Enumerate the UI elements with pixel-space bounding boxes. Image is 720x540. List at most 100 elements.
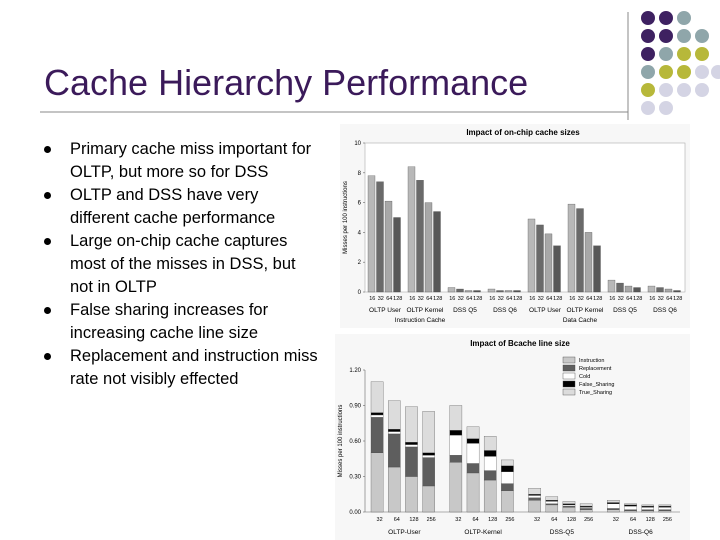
bar-segment [449,434,463,456]
bar-segment [449,405,463,431]
bar-segment [466,443,480,464]
size-label: 32 [618,296,624,302]
size-label: 128 [646,517,655,523]
y-tick-label: 0.00 [349,510,361,516]
bar-segment [641,504,654,507]
size-label: 256 [427,517,436,523]
chart-title: Impact of on-chip cache sizes [466,128,580,137]
bar [424,202,433,293]
size-label: 16 [449,296,455,302]
bullet: OLTP and DSS have very different cache p… [44,184,320,230]
size-label: 64 [426,296,432,302]
bar [553,245,561,293]
size-label: 128 [673,296,682,302]
legend-label: Replacement [579,366,612,372]
bar-segment [388,429,401,432]
legend-label: False_Sharing [579,382,614,388]
bar-segment [388,431,401,435]
bullet: Primary cache miss important for OLTP, b… [44,138,320,184]
legend-label: Instruction [579,358,604,364]
bar [473,290,481,293]
bar-segment [483,456,497,471]
bar-segment [545,500,559,502]
size-label: 256 [663,517,672,523]
group-label: DSS Q5 [613,307,637,314]
group-label: OLTP User [529,307,562,314]
bar-segment [545,503,559,506]
size-label: 16 [369,296,375,302]
size-label: 16 [529,296,535,302]
size-label: 128 [393,296,402,302]
bar-segment [528,495,541,498]
size-label: 32 [377,517,383,523]
bar-segment [388,400,401,430]
y-tick-label: 0.60 [349,439,361,445]
bar [367,175,376,293]
bar-segment [370,452,384,513]
size-label: 128 [488,517,497,523]
group-label: OLTP User [369,307,402,314]
size-label: 64 [551,517,557,523]
bar [416,180,424,293]
bar-segment [641,507,654,510]
bar-segment [501,465,514,472]
bar [376,181,384,293]
bullet-list: Primary cache miss important for OLTP, b… [44,138,334,391]
bar-segment [422,455,435,458]
size-label: 128 [633,296,642,302]
size-label: 32 [498,296,504,302]
bar-segment [388,466,401,513]
size-label: 16 [489,296,495,302]
size-label: 64 [466,296,472,302]
bar-segment [483,436,497,451]
y-tick-label: 0.30 [349,475,361,481]
bar-segment [449,455,463,463]
size-label: 32 [378,296,384,302]
group-label: OLTP-Kernel [464,529,502,536]
section-label: Data Cache [563,317,598,324]
bar [407,166,416,293]
size-label: 32 [418,296,424,302]
bar [464,290,473,293]
size-label: 128 [593,296,602,302]
bar-segment [422,457,435,487]
size-label: 32 [534,517,540,523]
bar-segment [658,510,672,513]
size-label: 32 [538,296,544,302]
bar-segment [501,490,514,513]
bar [433,211,441,293]
bar-segment [545,504,559,513]
bar-segment [528,494,541,496]
group-label: DSS-Q5 [550,529,575,536]
bar [607,279,616,293]
size-label: 64 [546,296,552,302]
bar [384,200,393,293]
legend-swatch [562,372,576,380]
size-label: 16 [569,296,575,302]
bar-segment [405,406,418,443]
bar-segment [658,507,672,510]
bar-segment [579,509,593,513]
bar-segment [466,463,480,474]
bar-segment [545,496,559,501]
size-label: 64 [506,296,512,302]
bar-segment [607,502,620,504]
group-label: OLTP Kernel [407,307,445,314]
bar-segment [658,504,672,507]
size-label: 64 [626,296,632,302]
bar [633,287,641,293]
bar-segment [579,507,593,509]
y-tick-label: 4 [358,230,362,236]
bar [527,218,536,293]
group-label: DSS Q5 [453,307,477,314]
bar-segment [528,497,541,501]
bullet: Replacement and instruction miss rate no… [44,345,320,391]
size-label: 64 [472,517,478,523]
bar-segment [658,505,672,508]
bar-segment [405,446,418,477]
y-tick-label: 2 [358,260,362,266]
group-label: OLTP-User [388,529,421,536]
